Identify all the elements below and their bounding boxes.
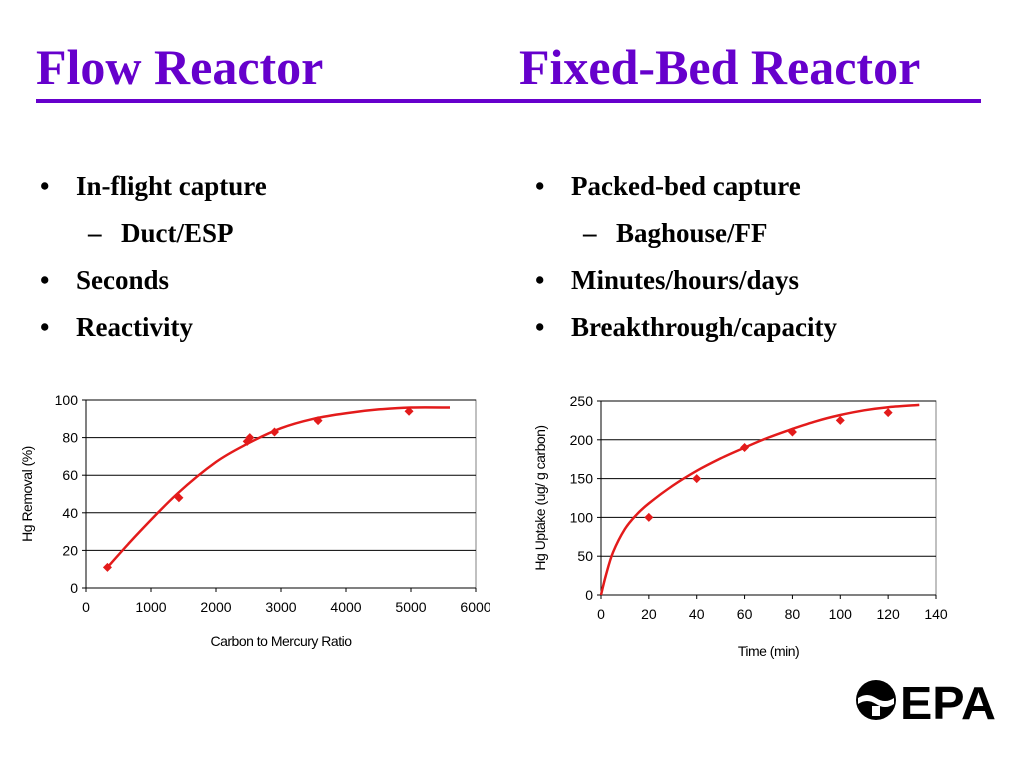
right-bullet-breakthrough-capacity: • Breakthrough/capacity bbox=[533, 304, 973, 351]
bullet-text: Baghouse/FF bbox=[616, 218, 768, 248]
bullet-text: Duct/ESP bbox=[121, 218, 234, 248]
bullet-marker: • bbox=[40, 265, 50, 295]
right-bullet-list: • Packed-bed capture – Baghouse/FF • Min… bbox=[533, 163, 973, 351]
right-bullet-packed-bed-capture: • Packed-bed capture bbox=[533, 163, 973, 210]
y-tick-label: 0 bbox=[70, 580, 78, 596]
plot-area bbox=[85, 399, 477, 589]
bullet-text: Seconds bbox=[76, 265, 170, 295]
x-tick-label: 20 bbox=[641, 606, 657, 622]
fit-curve-line bbox=[599, 403, 920, 596]
bullet-marker: • bbox=[535, 265, 545, 295]
chart-hg-uptake-vs-time: 0 50 100 150 200 250 0 20 40 60 80 100 120 140 Time (m… bbox=[532, 393, 948, 659]
left-bullet-list: • In-flight capture – Duct/ESP • Seconds… bbox=[38, 163, 478, 351]
x-tick-label: 120 bbox=[876, 606, 900, 622]
x-tick-label: 0 bbox=[597, 606, 605, 622]
y-tick-label: 80 bbox=[62, 430, 78, 446]
left-bullet-reactivity: • Reactivity bbox=[38, 304, 478, 351]
bullet-marker: – bbox=[583, 218, 597, 248]
x-tick-label: 6000 bbox=[460, 599, 490, 615]
data-point-diamond bbox=[313, 416, 323, 426]
plot-area bbox=[600, 400, 937, 596]
bullet-marker: • bbox=[535, 171, 545, 201]
y-tick-label: 150 bbox=[570, 471, 594, 487]
data-point-diamond bbox=[692, 474, 702, 484]
y-axis-label: Hg Removal (%) bbox=[19, 446, 35, 542]
data-point-diamond bbox=[245, 433, 255, 443]
x-axis-label: Time (min) bbox=[738, 643, 799, 659]
bullet-marker: • bbox=[40, 312, 50, 342]
y-tick-label: 100 bbox=[55, 392, 79, 408]
x-tick-label: 100 bbox=[829, 606, 853, 622]
x-tick-label: 80 bbox=[785, 606, 801, 622]
data-point-diamond bbox=[787, 427, 797, 437]
data-point-diamond bbox=[102, 562, 112, 572]
y-tick-label: 20 bbox=[62, 542, 78, 558]
x-tick-label: 1000 bbox=[135, 599, 166, 615]
data-point-diamond bbox=[883, 408, 893, 418]
data-point-diamond bbox=[740, 443, 750, 453]
data-point-diamond bbox=[174, 493, 184, 503]
data-point-diamond bbox=[242, 436, 252, 446]
x-tick-label: 5000 bbox=[395, 599, 426, 615]
y-tick-label: 0 bbox=[585, 587, 593, 603]
y-tick-label: 50 bbox=[577, 548, 593, 564]
x-tick-label: 140 bbox=[924, 606, 948, 622]
right-bullet-minutes-hours-days: • Minutes/hours/days bbox=[533, 257, 973, 304]
bullet-text: In-flight capture bbox=[76, 171, 267, 201]
bullet-marker: – bbox=[88, 218, 102, 248]
epa-logo-icon: EPA bbox=[856, 677, 996, 724]
bullet-marker: • bbox=[40, 171, 50, 201]
slide-title-flow-reactor: Flow Reactor bbox=[36, 39, 324, 95]
left-bullet-seconds: • Seconds bbox=[38, 257, 478, 304]
bullet-text: Minutes/hours/days bbox=[571, 265, 800, 295]
data-point-diamond bbox=[835, 415, 845, 425]
x-tick-label: 4000 bbox=[330, 599, 361, 615]
right-bullet-baghouse-ff: – Baghouse/FF bbox=[533, 210, 973, 257]
x-tick-label: 0 bbox=[82, 599, 90, 615]
left-bullet-duct-esp: – Duct/ESP bbox=[38, 210, 478, 257]
x-tick-label: 2000 bbox=[200, 599, 231, 615]
x-tick-label: 3000 bbox=[265, 599, 296, 615]
x-tick-label: 60 bbox=[737, 606, 753, 622]
y-tick-label: 60 bbox=[62, 467, 78, 483]
epa-logo-lettering: EPA bbox=[900, 677, 996, 724]
bullet-text: Packed-bed capture bbox=[571, 171, 801, 201]
slide-title-fixed-bed-reactor: Fixed-Bed Reactor bbox=[519, 39, 921, 95]
y-tick-label: 250 bbox=[570, 393, 594, 409]
y-tick-label: 200 bbox=[570, 432, 594, 448]
bullet-text: Reactivity bbox=[76, 312, 193, 342]
fit-curve-line bbox=[106, 406, 451, 569]
y-axis-label: Hg Uptake (ug/ g carbon) bbox=[532, 425, 548, 570]
data-point-diamond bbox=[404, 406, 414, 416]
x-tick-label: 40 bbox=[689, 606, 705, 622]
title-underline bbox=[36, 99, 981, 103]
data-point-diamond bbox=[270, 427, 279, 437]
y-tick-label: 40 bbox=[62, 505, 78, 521]
left-bullet-in-flight-capture: • In-flight capture bbox=[38, 163, 478, 210]
bullet-marker: • bbox=[535, 312, 545, 342]
y-tick-label: 100 bbox=[570, 509, 594, 525]
bullet-text: Breakthrough/capacity bbox=[571, 312, 838, 342]
x-axis-label: Carbon to Mercury Ratio bbox=[210, 633, 352, 649]
